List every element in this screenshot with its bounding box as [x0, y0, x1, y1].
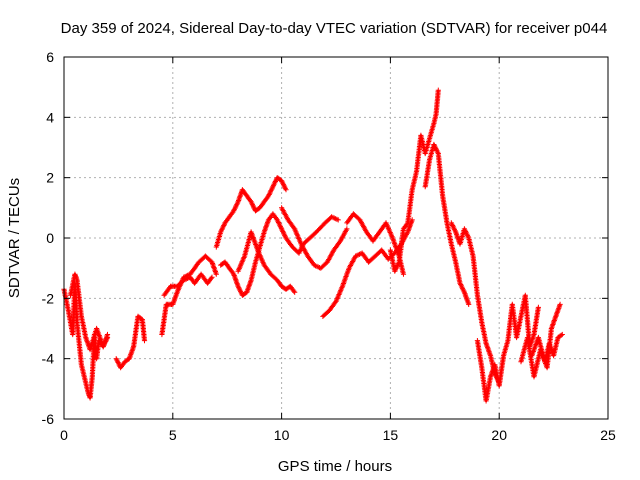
- x-tick-label: 5: [169, 427, 177, 443]
- data-series: [213, 175, 289, 250]
- series-markers: [279, 205, 350, 271]
- data-series: [344, 211, 407, 277]
- series-markers: [113, 313, 148, 371]
- y-tick-label: 2: [46, 170, 54, 186]
- x-tick-label: 10: [274, 427, 290, 443]
- chart-title: Day 359 of 2024, Sidereal Day-to-day VTE…: [61, 20, 608, 37]
- data-series: [279, 205, 350, 271]
- series-markers: [448, 220, 502, 386]
- series-line: [160, 254, 218, 335]
- y-tick-label: -2: [42, 290, 55, 306]
- y-tick-label: 0: [46, 230, 54, 246]
- x-tick-label: 0: [60, 427, 68, 443]
- y-axis-label: SDTVAR / TECUs: [6, 178, 23, 298]
- series-markers: [422, 141, 472, 307]
- data-series: [448, 220, 502, 386]
- y-tick-label: 4: [46, 109, 54, 125]
- y-tick-label: 6: [46, 49, 54, 65]
- data-series: [529, 331, 565, 365]
- data-series: [161, 271, 215, 298]
- data-series: [159, 253, 219, 338]
- y-tick-label: -6: [42, 411, 55, 427]
- x-tick-label: 20: [491, 427, 507, 443]
- data-series: [235, 229, 298, 295]
- data-layer: [61, 87, 565, 404]
- data-series: [320, 217, 415, 319]
- series-markers: [159, 253, 219, 338]
- data-series: [218, 211, 341, 298]
- y-tick-label: -4: [42, 351, 55, 367]
- series-markers: [218, 211, 341, 298]
- series-markers: [67, 271, 111, 353]
- series-markers: [235, 229, 298, 295]
- series-markers: [161, 271, 215, 298]
- x-axis-label: GPS time / hours: [278, 458, 392, 475]
- grid: [64, 57, 608, 419]
- x-tick-label: 15: [383, 427, 399, 443]
- data-series: [113, 313, 148, 371]
- series-markers: [387, 87, 441, 274]
- x-tick-label: 25: [600, 427, 616, 443]
- series-markers: [213, 175, 289, 250]
- data-series: [67, 271, 111, 353]
- ticks: 0 5 10 15 20 25 -6 -4 -2 0 2 4 6: [42, 49, 616, 443]
- data-series: [387, 87, 441, 274]
- data-series: [422, 141, 472, 307]
- series-markers: [529, 331, 565, 365]
